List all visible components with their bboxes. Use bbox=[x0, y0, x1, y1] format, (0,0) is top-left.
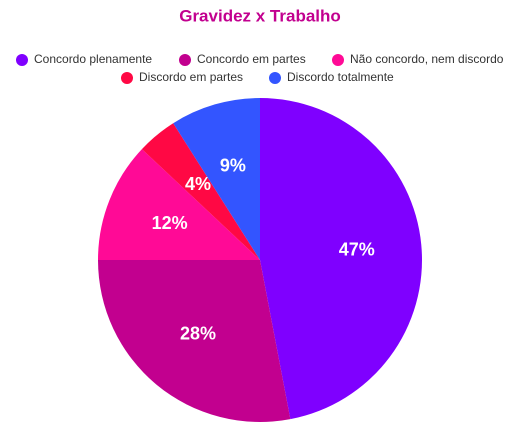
pie-slice bbox=[173, 98, 260, 260]
data-label: 12% bbox=[152, 213, 188, 233]
chart-title: Gravidez x Trabalho bbox=[179, 6, 341, 25]
legend-label: Discordo em partes bbox=[139, 70, 243, 84]
legend-swatch bbox=[16, 54, 28, 66]
data-label: 4% bbox=[185, 174, 211, 194]
pie-slice bbox=[98, 260, 291, 422]
legend-swatch bbox=[332, 54, 344, 66]
pie-slice bbox=[98, 149, 260, 260]
legend-label: Não concordo, nem discordo bbox=[350, 52, 504, 66]
data-label: 28% bbox=[180, 324, 216, 344]
legend-swatch bbox=[121, 72, 133, 84]
legend-label: Discordo totalmente bbox=[287, 70, 394, 84]
pie-slice bbox=[260, 98, 422, 420]
legend-swatch bbox=[179, 54, 191, 66]
data-label: 47% bbox=[339, 240, 375, 260]
legend-swatch bbox=[269, 72, 281, 84]
legend-label: Concordo plenamente bbox=[34, 52, 152, 66]
pie-slice bbox=[141, 123, 260, 261]
legend-label: Concordo em partes bbox=[197, 52, 306, 66]
data-label: 9% bbox=[220, 155, 246, 175]
